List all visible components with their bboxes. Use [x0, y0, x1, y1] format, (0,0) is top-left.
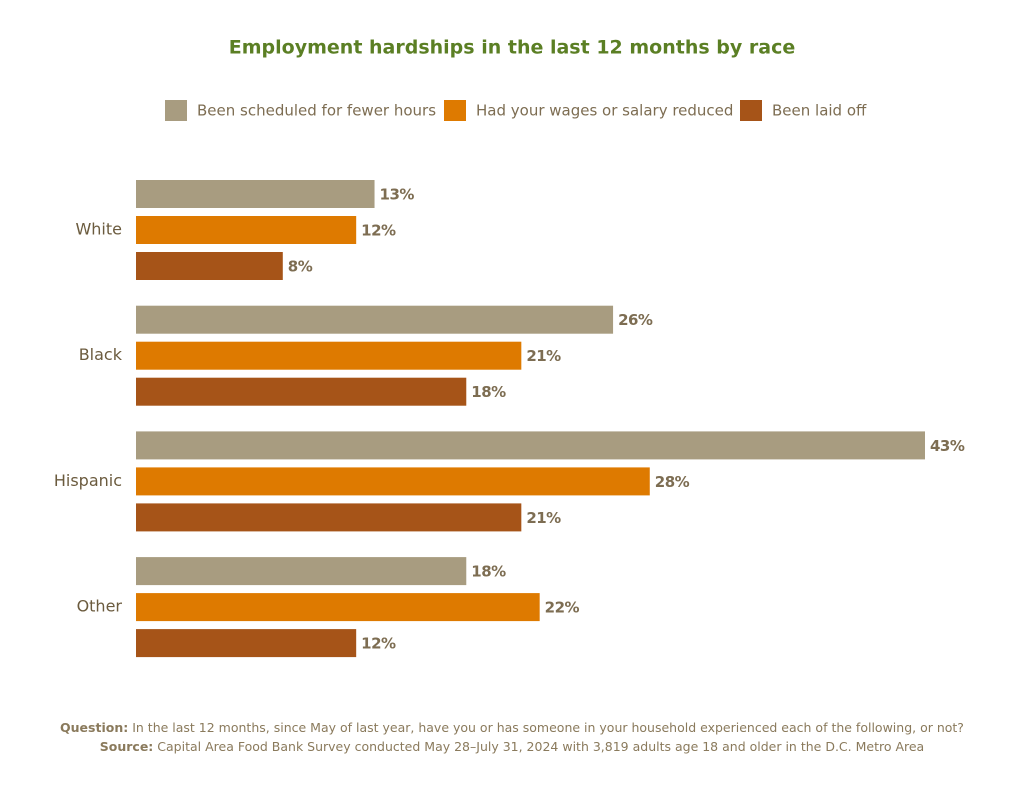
category-label: Hispanic: [54, 471, 122, 490]
bar: [136, 341, 522, 370]
bar: [136, 252, 283, 280]
value-label: 22%: [545, 599, 580, 617]
bar: [136, 557, 467, 586]
bar: [136, 593, 540, 622]
bar: [136, 503, 522, 532]
legend-swatch: [165, 100, 187, 121]
value-label: 18%: [471, 383, 506, 401]
bar: [136, 467, 650, 496]
value-label: 28%: [655, 473, 690, 491]
value-label: 12%: [361, 222, 396, 240]
value-label: 13%: [380, 186, 415, 204]
bar: [136, 305, 614, 334]
category-label: Other: [77, 597, 123, 616]
category-label: White: [75, 220, 122, 239]
note-label: Question:: [60, 720, 128, 735]
value-label: 12%: [361, 635, 396, 653]
value-label: 8%: [288, 258, 313, 276]
bar: [136, 216, 357, 244]
category-label: Black: [79, 345, 123, 364]
bar: [136, 629, 357, 658]
value-label: 43%: [930, 437, 965, 455]
legend-label: Had your wages or salary reduced: [476, 102, 733, 120]
note-text: Capital Area Food Bank Survey conducted …: [157, 739, 924, 754]
note: Question: In the last 12 months, since M…: [60, 720, 964, 735]
value-label: 21%: [526, 347, 561, 365]
note-label: Source:: [100, 739, 154, 754]
legend-label: Been laid off: [772, 102, 867, 120]
legend-swatch: [444, 100, 466, 121]
value-label: 21%: [526, 509, 561, 527]
chart-title: Employment hardships in the last 12 mont…: [229, 37, 795, 59]
bar: [136, 180, 375, 208]
bar: [136, 377, 467, 406]
value-label: 18%: [471, 563, 506, 581]
bar: [136, 431, 925, 460]
legend-swatch: [740, 100, 762, 121]
legend-label: Been scheduled for fewer hours: [197, 102, 436, 120]
note-text: In the last 12 months, since May of last…: [132, 720, 964, 735]
value-label: 26%: [618, 311, 653, 329]
note: Source: Capital Area Food Bank Survey co…: [100, 739, 924, 754]
